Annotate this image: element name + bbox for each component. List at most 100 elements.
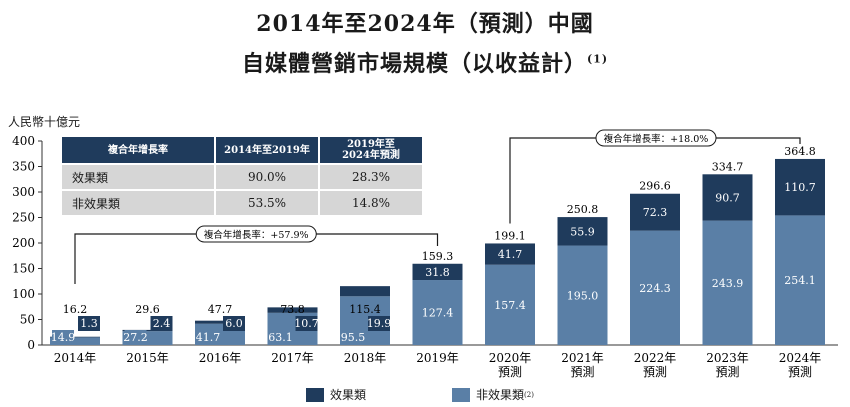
y-tick-label: 400 (12, 134, 35, 148)
cagr-value: 28.3% (319, 163, 424, 190)
x-tick-label: 預測 (570, 365, 594, 379)
data-label-performance: 31.8 (425, 266, 450, 279)
data-label-total: 334.7 (712, 160, 744, 173)
chart-title-line-2: 自媒體營銷市場規模（以收益計）(1) (0, 46, 850, 78)
legend-swatch-performance (306, 387, 324, 402)
label-box-performance (295, 316, 318, 331)
bar-non-performance (50, 337, 100, 345)
x-tick-label: 2018年 (344, 351, 387, 365)
x-tick-label: 2015年 (126, 351, 169, 365)
cagr-value: 14.8% (319, 189, 424, 215)
data-label-performance: 10.7 (294, 317, 319, 330)
label-box-non-performance (342, 330, 364, 345)
legend-footnote: (2) (524, 390, 534, 399)
data-label-performance: 72.3 (643, 206, 668, 219)
label-box-performance (368, 316, 390, 331)
cagr-row-label: 非效果類 (62, 189, 216, 215)
bar-performance (702, 174, 753, 221)
bar-performance (50, 336, 100, 338)
cagr-row-non-performance: 非效果類 53.5% 14.8% (62, 189, 424, 215)
cagr-callout-box (195, 225, 317, 243)
bar-performance (775, 158, 825, 216)
cagr-header-2019-2024: 2019年至 2024年預測 (319, 137, 424, 164)
cagr-row-performance: 效果類 90.0% 28.3% (62, 163, 424, 190)
x-tick-label: 2019年 (416, 351, 459, 365)
data-label-total: 16.2 (63, 303, 88, 316)
data-label-total: 250.8 (567, 203, 599, 216)
label-box-performance (223, 316, 245, 331)
x-tick-label: 2022年 (634, 351, 677, 365)
x-tick-label: 2023年 (706, 351, 749, 365)
label-box-performance (78, 316, 100, 331)
data-label-non-performance: 63.1 (268, 331, 293, 344)
data-label-non-performance: 195.0 (567, 289, 599, 302)
chart-title-line-1: 2014年至2024年（預測）中國 (256, 11, 594, 37)
data-label-performance: 90.7 (715, 191, 740, 204)
y-tick-label: 150 (12, 262, 35, 276)
data-label-performance: 2.4 (153, 317, 171, 330)
data-label-performance: 19.9 (367, 317, 392, 330)
x-tick-label: 2014年 (54, 351, 97, 365)
legend-swatch-non-performance (452, 387, 470, 402)
data-label-non-performance: 243.9 (712, 277, 744, 290)
title-footnote: (1) (586, 52, 609, 66)
label-box-non-performance (52, 330, 74, 345)
y-axis-unit-label: 人民幣十億元 (8, 115, 81, 129)
data-label-performance: 110.7 (784, 181, 816, 194)
data-label-performance: 41.7 (498, 248, 523, 261)
bar-performance (412, 263, 463, 281)
label-box-non-performance (269, 330, 292, 345)
bar-performance (195, 320, 245, 324)
data-label-performance: 6.0 (225, 317, 243, 330)
bar-non-performance (485, 264, 535, 345)
cagr-header-label: 複合年增長率 (62, 137, 216, 164)
data-label-performance: 1.3 (80, 317, 98, 330)
data-label-non-performance: 95.5 (341, 331, 366, 344)
data-label-total: 47.7 (208, 303, 233, 316)
data-label-total: 159.3 (422, 250, 454, 263)
cagr-header-2014-2019: 2014年至2019年 (215, 137, 320, 164)
data-label-non-performance: 14.9 (51, 331, 76, 344)
bar-performance (122, 329, 173, 332)
cagr-callout-2019-2024: 複合年增長率：+18.0% (604, 133, 709, 145)
x-tick-label: 2016年 (199, 351, 242, 365)
y-tick-label: 250 (12, 211, 35, 225)
data-label-non-performance: 254.1 (784, 274, 816, 287)
data-label-total: 296.6 (639, 180, 671, 193)
bar-performance (630, 193, 680, 231)
legend-non-performance: 非效果類 (2) (452, 386, 534, 403)
bar-non-performance (702, 220, 753, 345)
label-box-non-performance (124, 330, 147, 345)
data-label-non-performance: 27.2 (123, 331, 148, 344)
data-label-non-performance: 41.7 (196, 331, 221, 344)
bar-non-performance (557, 245, 608, 345)
x-tick-label: 預測 (788, 365, 812, 379)
data-label-total: 29.6 (135, 303, 160, 316)
bar-performance (340, 286, 390, 297)
chart-title-text: 自媒體營銷市場規模（以收益計） (241, 51, 587, 77)
data-label-performance: 55.9 (570, 225, 595, 238)
x-tick-label: 預測 (643, 365, 667, 379)
bar-performance (485, 243, 535, 265)
label-box-performance (150, 316, 173, 331)
data-label-non-performance: 127.4 (422, 307, 454, 320)
y-tick-label: 100 (12, 287, 35, 301)
y-tick-label: 0 (27, 338, 35, 352)
cagr-table: 複合年增長率 2014年至2019年 2019年至 2024年預測 效果類 90… (62, 137, 424, 215)
y-tick-label: 300 (12, 185, 35, 199)
cagr-value: 53.5% (215, 189, 320, 215)
data-label-non-performance: 224.3 (639, 282, 671, 295)
bar-performance (267, 307, 318, 313)
data-label-total: 199.1 (494, 229, 526, 242)
legend-performance: 效果類 (306, 386, 366, 403)
x-tick-label: 2024年 (779, 351, 822, 365)
x-tick-label: 預測 (498, 365, 522, 379)
cagr-value: 90.0% (215, 163, 320, 190)
x-tick-label: 2021年 (561, 351, 604, 365)
data-label-total: 115.4 (349, 303, 381, 316)
x-tick-label: 預測 (715, 365, 739, 379)
legend-label-performance: 效果類 (330, 388, 367, 402)
data-label-total: 73.8 (280, 303, 305, 316)
x-tick-label: 2017年 (271, 351, 314, 365)
